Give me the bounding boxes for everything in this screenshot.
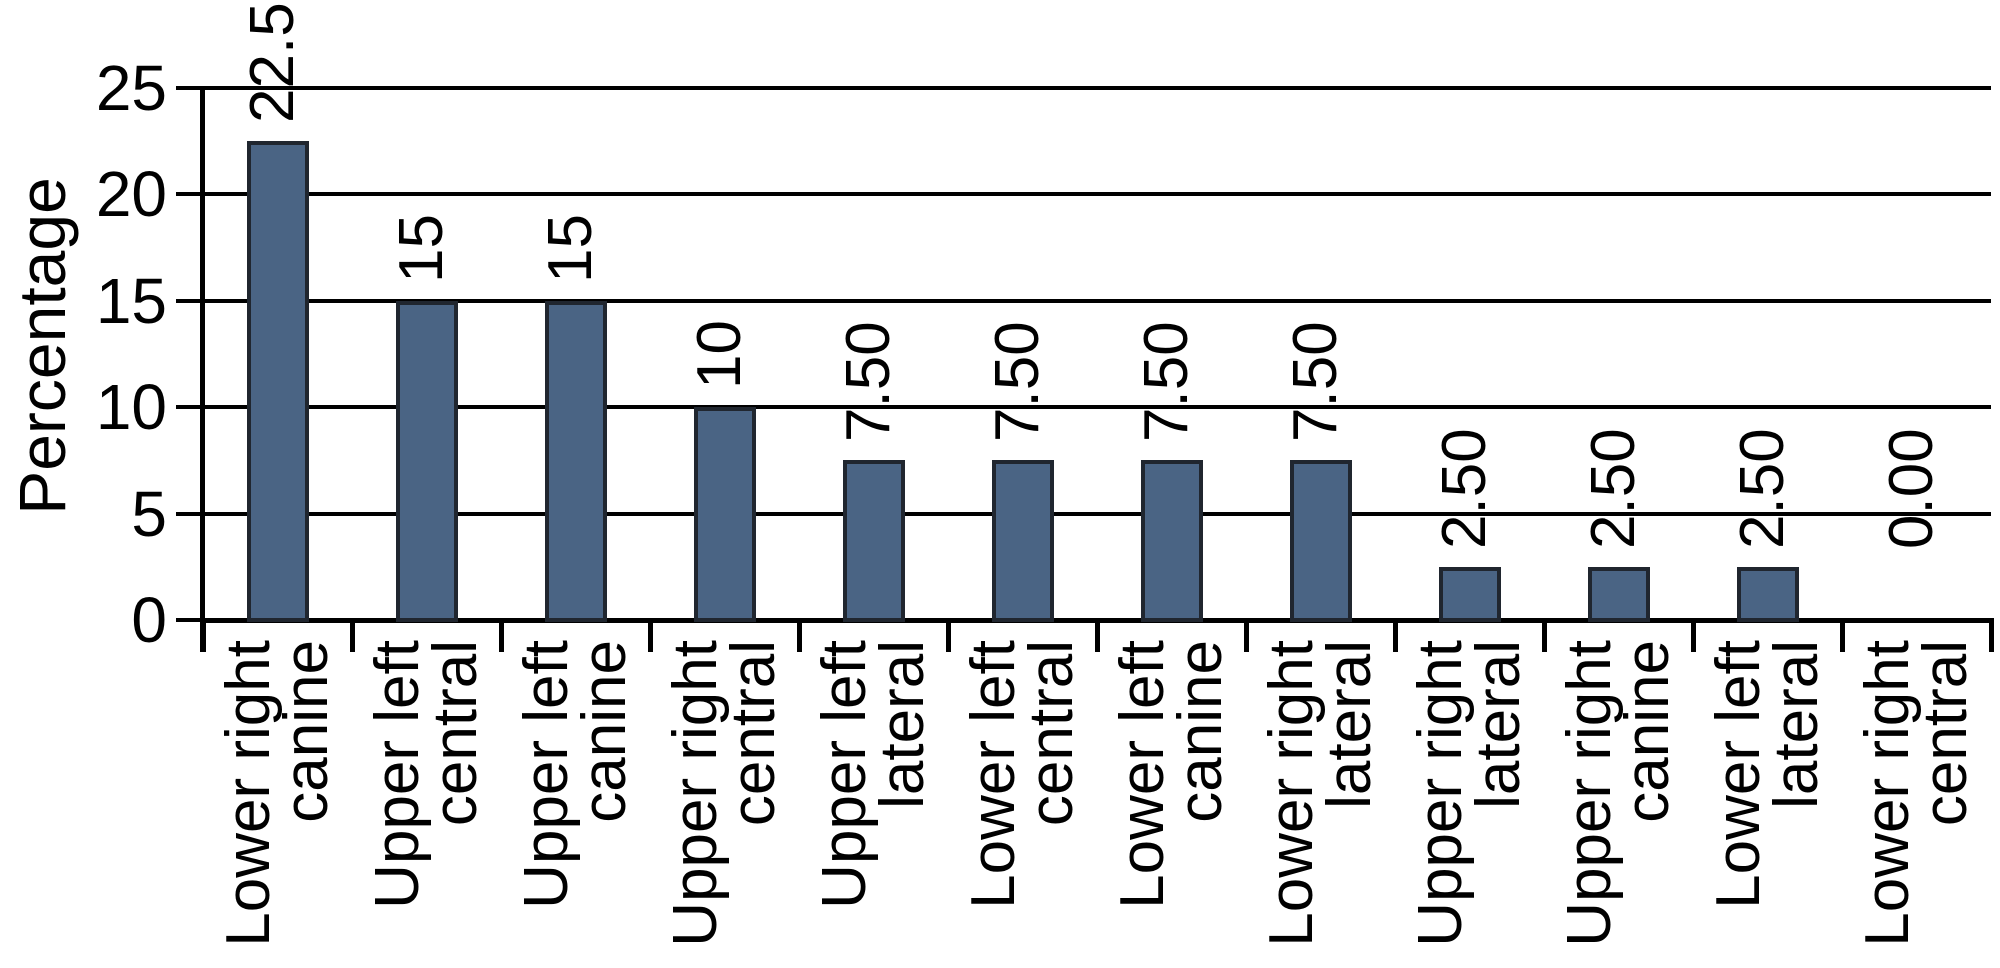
x-category-label: Upper left central: [362, 640, 490, 909]
y-tick: [176, 298, 200, 303]
x-category-label: Upper left lateral: [809, 640, 937, 909]
x-tick: [1839, 620, 1845, 652]
x-category-label: Lower left central: [958, 640, 1086, 909]
bar-value-label: 15: [386, 213, 456, 283]
gridline: [203, 511, 1991, 516]
bar: [693, 407, 756, 622]
gridline: [203, 192, 1991, 197]
y-tick: [176, 405, 200, 410]
bar: [1140, 460, 1203, 622]
gridline: [203, 298, 1991, 303]
bar-value-label: 0.00: [1876, 428, 1946, 549]
x-tick: [796, 620, 802, 652]
x-category-label: Lower left lateral: [1703, 640, 1831, 909]
x-category-label: Upper right lateral: [1405, 640, 1533, 947]
x-tick: [647, 620, 653, 652]
x-tick: [1243, 620, 1249, 652]
x-tick: [349, 620, 355, 652]
y-tick: [176, 86, 200, 90]
bar-value-label: 22.5: [237, 2, 307, 124]
x-category-label: Upper right canine: [1554, 640, 1682, 947]
y-tick-label: 20: [95, 158, 167, 231]
bar: [1289, 460, 1352, 622]
gridline: [203, 405, 1991, 410]
bar-value-label: 10: [684, 320, 754, 390]
x-category-label: Upper right central: [660, 640, 788, 947]
x-tick: [498, 620, 504, 652]
y-tick-label: 15: [95, 264, 167, 337]
y-tick-label: 10: [95, 371, 167, 444]
bar-value-label: 2.50: [1578, 428, 1648, 549]
bar: [246, 141, 309, 622]
bar-value-label: 7.50: [833, 321, 903, 443]
y-tick: [176, 192, 200, 197]
bar: [1587, 566, 1650, 622]
y-tick-label: 5: [131, 477, 167, 550]
bar: [395, 300, 458, 622]
bar: [1438, 566, 1501, 622]
bar-value-label: 7.50: [1280, 321, 1350, 443]
bar: [991, 460, 1054, 622]
bar-value-label: 2.50: [1429, 428, 1499, 549]
bar-value-label: 7.50: [1131, 321, 1201, 443]
x-tick: [200, 620, 206, 652]
y-axis-line: [200, 86, 205, 652]
x-tick: [1094, 620, 1100, 652]
bar-value-label: 15: [535, 213, 605, 283]
x-tick: [1392, 620, 1398, 652]
x-tick: [1690, 620, 1696, 652]
y-tick: [176, 618, 200, 622]
bar: [544, 300, 607, 622]
x-tick: [1988, 620, 1994, 652]
bar: [1736, 566, 1799, 622]
bar-value-label: 7.50: [982, 321, 1052, 443]
x-category-label: Lower right canine: [213, 640, 341, 947]
x-category-label: Lower left canine: [1107, 640, 1235, 909]
x-tick: [945, 620, 951, 652]
gridline: [203, 86, 1991, 90]
x-category-label: Lower right lateral: [1256, 640, 1384, 947]
x-category-label: Lower right central: [1852, 640, 1980, 947]
y-tick-label: 0: [131, 584, 167, 656]
y-tick-label: 25: [95, 52, 167, 124]
y-tick: [176, 511, 200, 516]
x-tick: [1541, 620, 1547, 652]
bar: [842, 460, 905, 622]
x-category-label: Upper left canine: [511, 640, 639, 909]
bar-value-label: 2.50: [1727, 428, 1797, 549]
